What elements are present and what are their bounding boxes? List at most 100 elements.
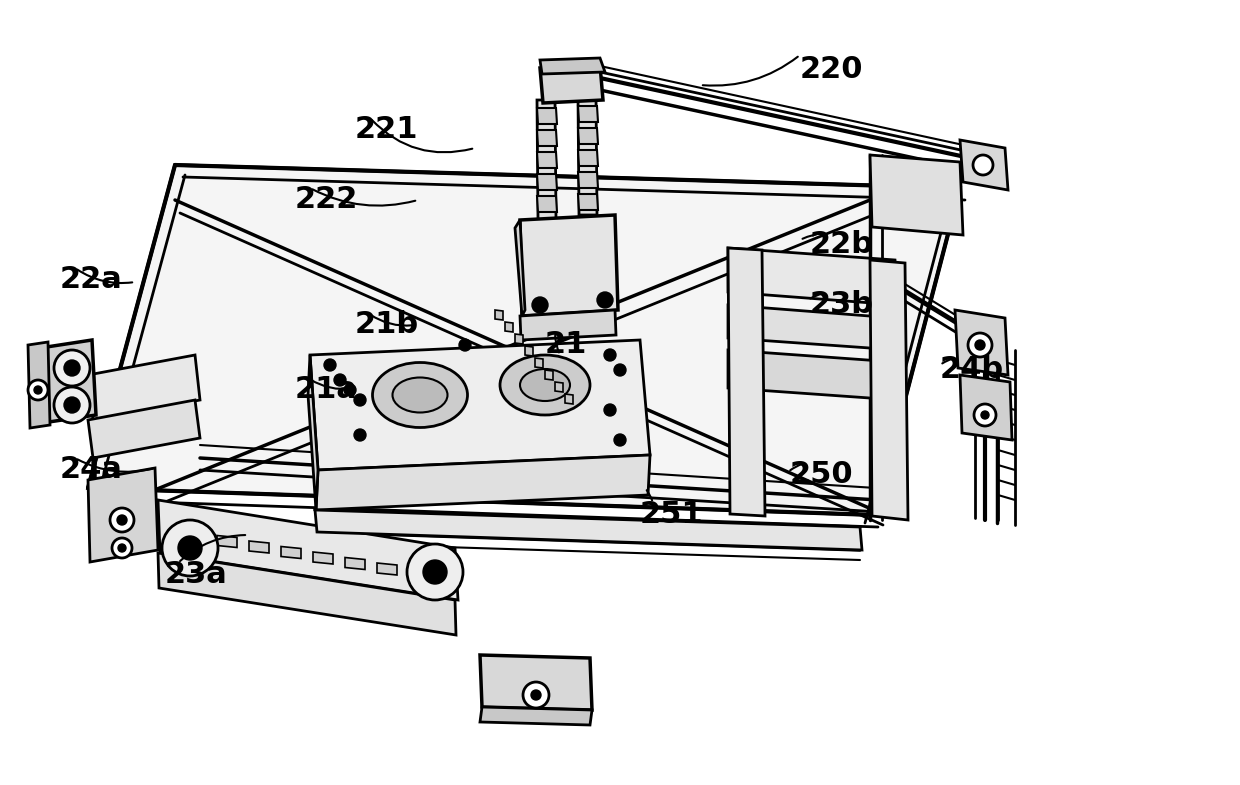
Polygon shape: [88, 400, 200, 458]
Text: 251: 251: [640, 500, 703, 529]
Polygon shape: [185, 530, 205, 542]
Polygon shape: [537, 100, 556, 220]
Polygon shape: [534, 358, 543, 368]
Circle shape: [110, 508, 134, 532]
Ellipse shape: [393, 378, 448, 412]
Polygon shape: [578, 128, 598, 144]
Polygon shape: [537, 196, 557, 212]
Circle shape: [343, 384, 356, 396]
Circle shape: [531, 690, 541, 700]
Circle shape: [118, 544, 126, 552]
Circle shape: [353, 394, 366, 406]
Polygon shape: [870, 155, 963, 235]
Polygon shape: [728, 305, 898, 350]
Polygon shape: [157, 553, 456, 635]
Polygon shape: [505, 322, 513, 332]
Polygon shape: [88, 165, 960, 515]
Polygon shape: [728, 350, 898, 400]
Polygon shape: [537, 108, 557, 124]
Circle shape: [596, 292, 613, 308]
Polygon shape: [578, 194, 598, 210]
Circle shape: [604, 349, 616, 361]
Ellipse shape: [520, 369, 570, 401]
Circle shape: [324, 359, 336, 371]
Ellipse shape: [372, 363, 467, 428]
Circle shape: [523, 682, 549, 708]
Polygon shape: [578, 150, 598, 166]
Polygon shape: [377, 563, 397, 575]
Polygon shape: [345, 557, 365, 569]
Text: 23b: 23b: [810, 290, 874, 319]
Circle shape: [55, 387, 91, 423]
Circle shape: [162, 520, 218, 576]
Polygon shape: [525, 346, 533, 356]
Text: 220: 220: [800, 55, 863, 84]
Ellipse shape: [500, 355, 590, 415]
Polygon shape: [480, 655, 591, 710]
Circle shape: [55, 350, 91, 386]
Text: 221: 221: [355, 115, 419, 144]
Polygon shape: [578, 97, 596, 215]
Polygon shape: [520, 310, 616, 340]
Text: 21a: 21a: [295, 375, 358, 404]
Polygon shape: [537, 152, 557, 168]
Text: 250: 250: [790, 460, 853, 489]
Text: 24a: 24a: [60, 455, 123, 484]
Polygon shape: [310, 340, 650, 470]
Text: 22a: 22a: [60, 265, 123, 294]
Polygon shape: [578, 106, 598, 122]
Polygon shape: [316, 455, 650, 510]
Polygon shape: [480, 707, 591, 725]
Circle shape: [614, 364, 626, 376]
Circle shape: [614, 434, 626, 446]
Polygon shape: [539, 65, 603, 103]
Polygon shape: [960, 375, 1012, 440]
Polygon shape: [29, 342, 50, 428]
Circle shape: [981, 411, 990, 419]
Polygon shape: [308, 355, 317, 510]
Polygon shape: [537, 130, 557, 146]
Polygon shape: [578, 172, 598, 188]
Circle shape: [459, 339, 471, 351]
Polygon shape: [537, 174, 557, 190]
Polygon shape: [728, 248, 765, 516]
Circle shape: [975, 340, 985, 350]
Polygon shape: [515, 334, 523, 344]
Circle shape: [973, 155, 993, 175]
Polygon shape: [728, 248, 898, 305]
Polygon shape: [960, 140, 1008, 190]
Circle shape: [973, 404, 996, 426]
Polygon shape: [312, 552, 334, 564]
Circle shape: [64, 397, 81, 413]
Polygon shape: [315, 510, 862, 550]
Text: 222: 222: [295, 185, 358, 214]
Text: 22b: 22b: [810, 230, 874, 259]
Polygon shape: [88, 355, 200, 420]
Polygon shape: [546, 370, 553, 380]
Polygon shape: [40, 340, 95, 423]
Circle shape: [423, 560, 446, 584]
Polygon shape: [495, 310, 503, 320]
Polygon shape: [556, 382, 563, 392]
Circle shape: [112, 538, 131, 558]
Polygon shape: [157, 500, 458, 600]
Polygon shape: [88, 468, 157, 562]
Circle shape: [968, 333, 992, 357]
Circle shape: [64, 360, 81, 376]
Circle shape: [33, 386, 42, 394]
Circle shape: [353, 429, 366, 441]
Circle shape: [604, 404, 616, 416]
Circle shape: [179, 536, 202, 560]
Polygon shape: [217, 535, 237, 547]
Polygon shape: [870, 260, 908, 520]
Polygon shape: [955, 310, 1008, 375]
Polygon shape: [281, 546, 301, 558]
Circle shape: [407, 544, 463, 600]
Polygon shape: [515, 220, 525, 316]
Polygon shape: [539, 58, 605, 74]
Text: 23a: 23a: [165, 560, 228, 589]
Text: 21b: 21b: [355, 310, 419, 339]
Circle shape: [532, 297, 548, 313]
Circle shape: [29, 380, 48, 400]
Circle shape: [334, 374, 346, 386]
